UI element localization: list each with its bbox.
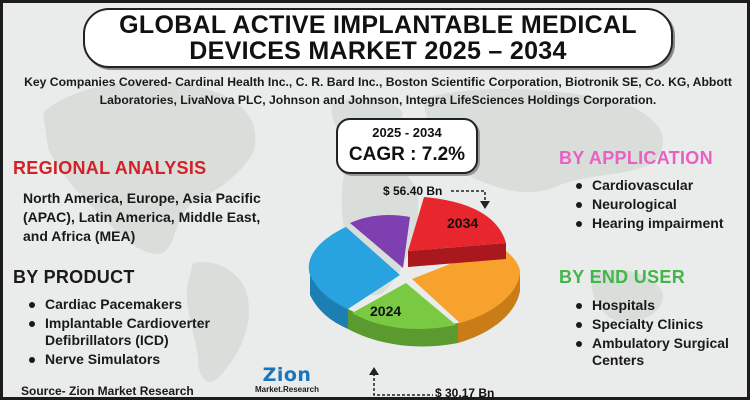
list-item: Nerve Simulators <box>27 351 297 368</box>
list-item-label: Cardiovascular <box>592 177 694 193</box>
product-list: Cardiac Pacemakers Implantable Cardiover… <box>27 296 297 370</box>
bullet-icon <box>576 183 582 189</box>
pie-slice-purple <box>350 215 410 268</box>
bullet-icon <box>576 202 582 208</box>
application-list: Cardiovascular Neurological Hearing impa… <box>574 177 747 234</box>
list-item-label: Neurological <box>592 196 677 212</box>
list-item-label: Specialty Clinics <box>592 316 704 332</box>
list-item: Ambulatory Surgical Centers <box>574 335 744 369</box>
pie-side-orange <box>458 271 520 343</box>
value-2034: $ 56.40 Bn <box>383 184 443 198</box>
pie-slice-orange <box>412 245 520 323</box>
cagr-years: 2025 - 2034 <box>372 125 442 140</box>
bullet-icon <box>576 303 582 309</box>
regional-analysis-title: REGIONAL ANALYSIS <box>13 158 207 178</box>
list-item: Hearing impairment <box>574 215 747 232</box>
bullet-icon <box>29 357 35 363</box>
list-item: Specialty Clinics <box>574 316 744 333</box>
list-item-label: Ambulatory Surgical Centers <box>592 335 729 368</box>
list-item: Hospitals <box>574 297 744 314</box>
zion-logo: Zion Market.Research <box>247 364 327 397</box>
bullet-icon <box>576 322 582 328</box>
cagr-value: CAGR : 7.2% <box>348 144 466 165</box>
bullet-icon <box>576 221 582 227</box>
end-user-list: Hospitals Specialty Clinics Ambulatory S… <box>574 297 744 371</box>
list-item-label: Nerve Simulators <box>45 351 161 367</box>
pie-slice-blue <box>308 227 400 309</box>
by-application-title: BY APPLICATION <box>559 148 713 168</box>
pie-label-2034: 2034 <box>447 215 479 231</box>
bullet-icon <box>576 341 582 347</box>
pie-slice-red <box>408 197 506 251</box>
list-item-label: Hearing impairment <box>592 215 724 231</box>
list-item-label: Cardiac Pacemakers <box>45 296 182 312</box>
title-banner: GLOBAL ACTIVE IMPLANTABLE MEDICAL DEVICE… <box>83 8 673 68</box>
bullet-icon <box>29 321 35 327</box>
page-title: GLOBAL ACTIVE IMPLANTABLE MEDICAL DEVICE… <box>119 11 637 65</box>
pie-slice-green <box>352 283 456 329</box>
logo-main: Zion <box>262 364 312 386</box>
list-item: Neurological <box>574 196 747 213</box>
regional-analysis-text: North America, Europe, Asia Pacific (APA… <box>23 190 261 244</box>
value-2024: $ 30.17 Bn <box>435 386 495 400</box>
list-item: Cardiovascular <box>574 177 747 194</box>
list-item-label: Implantable Cardioverter Defibrillators … <box>45 315 210 348</box>
pie-illustration <box>308 197 520 347</box>
logo-sub: Market.Research <box>254 385 320 394</box>
bullet-icon <box>29 302 35 308</box>
source-text: Source- Zion Market Research <box>21 384 194 398</box>
list-item-label: Hospitals <box>592 297 656 313</box>
list-item: Cardiac Pacemakers <box>27 296 297 313</box>
by-product-title: BY PRODUCT <box>13 267 135 287</box>
by-end-user-title: BY END USER <box>559 267 685 287</box>
list-item: Implantable Cardioverter Defibrillators … <box>27 315 297 349</box>
pie-label-2024: 2024 <box>370 303 402 319</box>
cagr-box: 2025 - 2034 CAGR : 7.2% <box>336 118 478 174</box>
companies-text: Key Companies Covered- Cardinal Health I… <box>24 75 732 107</box>
